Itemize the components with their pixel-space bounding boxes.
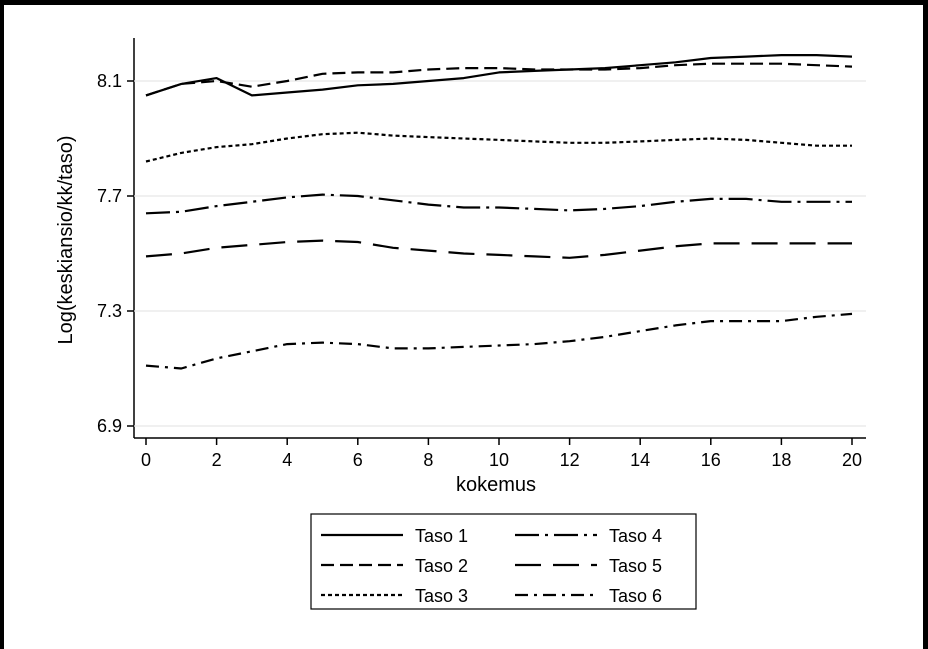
x-tick-label: 2 [212,450,222,470]
y-tick-label: 6.9 [97,416,122,436]
x-tick-label: 18 [771,450,791,470]
x-tick-label: 12 [560,450,580,470]
x-tick-label: 6 [353,450,363,470]
x-tick-label: 20 [842,450,862,470]
y-tick-label: 7.3 [97,301,122,321]
legend-label: Taso 5 [609,556,662,576]
series-line-taso-3 [145,131,852,163]
gridlines [134,80,866,427]
x-tick-label: 16 [701,450,721,470]
series-line-taso-4 [145,193,852,215]
legend-box [310,513,697,610]
legend: Taso 1 Taso 4 Taso 2 Taso 5 Taso 3 Taso 6 [310,513,697,610]
y-tick-label: 8.1 [97,71,122,91]
y-ticks: 6.9 7.3 7.7 8.1 [97,71,134,436]
y-tick-label: 7.7 [97,186,122,206]
x-tick-label: 10 [489,450,509,470]
x-tick-label: 4 [282,450,292,470]
x-tick-label: 8 [423,450,433,470]
series-line-taso-6 [145,312,853,370]
series-line-taso-1 [145,53,853,97]
series-lines [145,53,853,370]
series-line-taso-5 [145,239,852,259]
x-axis-title: kokemus [456,474,536,496]
legend-label: Taso 2 [415,556,468,576]
x-ticks: 0 2 4 6 8 10 12 14 16 18 20 [141,438,862,470]
legend-label: Taso 4 [609,526,662,546]
legend-label: Taso 6 [609,586,662,606]
legend-label: Taso 3 [415,586,468,606]
legend-label: Taso 1 [415,526,468,546]
x-tick-label: 0 [141,450,151,470]
y-axis-title: Log(keskiansio/kk/taso) [55,136,77,345]
series-line-taso-2 [145,62,853,97]
x-tick-label: 14 [630,450,650,470]
